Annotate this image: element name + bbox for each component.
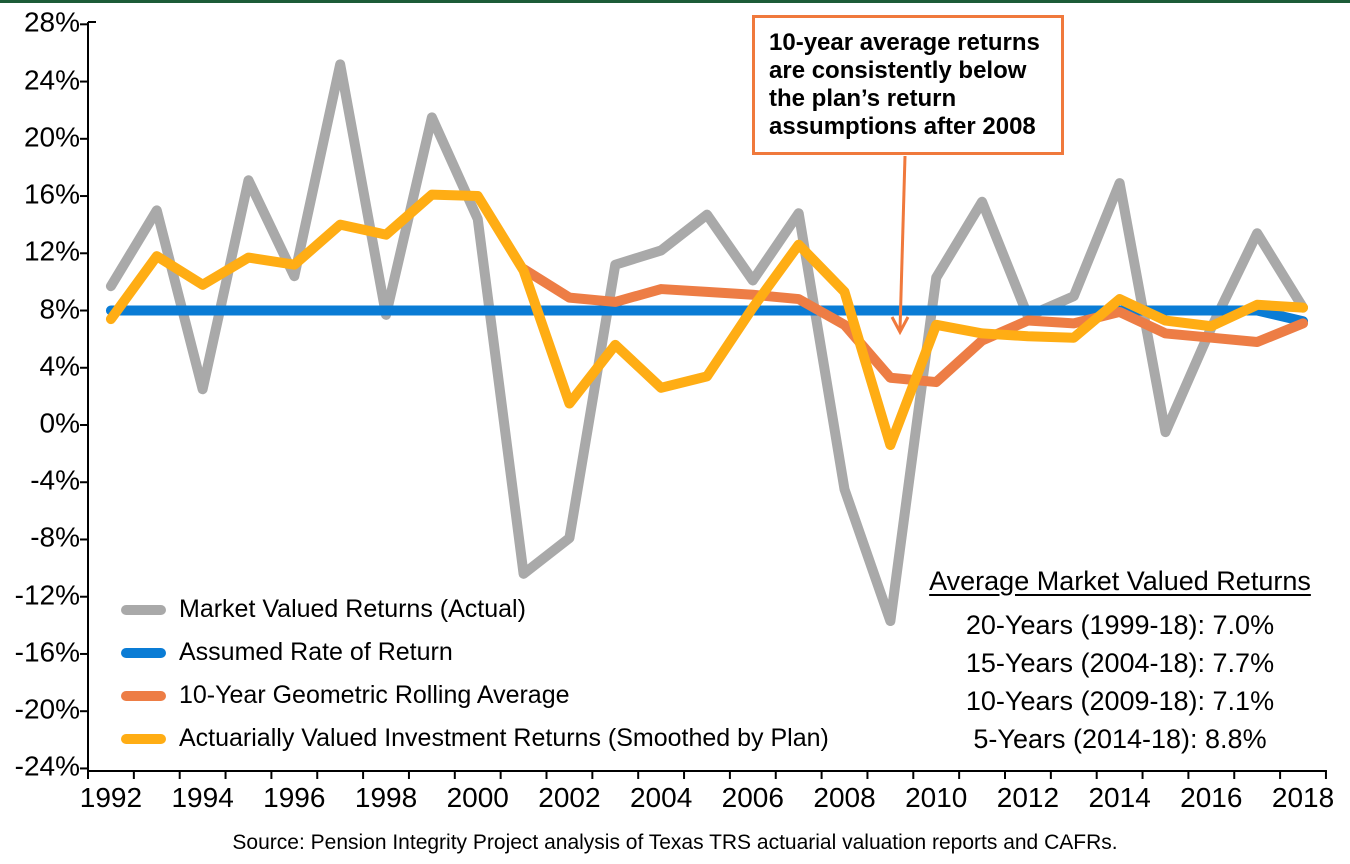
x-tick-label: 1996 bbox=[263, 782, 326, 813]
legend-swatch-icon bbox=[121, 604, 166, 615]
y-tick-label: 20% bbox=[23, 121, 80, 153]
legend-row: 10-Year Geometric Rolling Average bbox=[121, 674, 829, 717]
y-tick-label: 8% bbox=[39, 293, 80, 325]
stats-line: 5-Years (2014-18): 8.8% bbox=[973, 724, 1267, 754]
legend-label: Market Valued Returns (Actual) bbox=[179, 595, 526, 623]
x-tick-label: 2000 bbox=[446, 782, 509, 813]
y-tick-label: 16% bbox=[23, 178, 80, 210]
y-tick-label: 12% bbox=[23, 235, 80, 267]
x-tick-label: 1994 bbox=[171, 782, 234, 813]
top-border bbox=[0, 0, 1350, 3]
x-tick-label: 1992 bbox=[79, 782, 143, 813]
series-line bbox=[105, 189, 1309, 451]
y-tick-label: -16% bbox=[14, 636, 80, 668]
legend-label: 10-Year Geometric Rolling Average bbox=[179, 681, 570, 709]
x-tick-label: 2006 bbox=[721, 782, 784, 813]
annotation-text: 10-year average returns are consistently… bbox=[769, 29, 1040, 141]
x-tick-label: 2016 bbox=[1180, 782, 1243, 813]
legend-label: Actuarially Valued Investment Returns (S… bbox=[179, 724, 829, 752]
annotation-arrow-head bbox=[890, 316, 910, 336]
x-tick-label: 1998 bbox=[354, 782, 418, 813]
average-returns-title: Average Market Valued Returns bbox=[929, 566, 1311, 596]
x-tick-label: 2008 bbox=[813, 782, 876, 813]
x-tick-label: 2010 bbox=[905, 782, 968, 813]
x-tick-label: 2004 bbox=[629, 782, 693, 813]
y-tick-label: -12% bbox=[14, 579, 80, 611]
legend-swatch-icon bbox=[121, 690, 166, 701]
stats-line: 20-Years (1999-18): 7.0% bbox=[965, 610, 1275, 640]
legend-swatch-icon bbox=[121, 733, 166, 744]
y-tick-label: 24% bbox=[23, 64, 80, 96]
source-note: Source: Pension Integrity Project analys… bbox=[232, 831, 1118, 854]
stats-line: 15-Years (2004-18): 7.7% bbox=[965, 648, 1275, 678]
y-tick-label: -8% bbox=[30, 522, 80, 554]
y-tick-label: -24% bbox=[14, 751, 80, 783]
legend-row: Market Valued Returns (Actual) bbox=[121, 588, 829, 631]
y-tick-label: 0% bbox=[39, 407, 80, 439]
x-tick-label: 2012 bbox=[996, 782, 1060, 813]
x-tick-label: 2018 bbox=[1271, 782, 1335, 813]
stats-line: 10-Years (2009-18): 7.1% bbox=[965, 686, 1275, 716]
x-tick-label: 2002 bbox=[538, 782, 601, 813]
y-tick-label: -4% bbox=[30, 464, 80, 496]
average-returns-panel: Average Market Valued Returns 20-Years (… bbox=[890, 566, 1350, 758]
series-line bbox=[105, 59, 1309, 627]
legend-row: Actuarially Valued Investment Returns (S… bbox=[121, 717, 829, 760]
annotation-arrow-line bbox=[898, 155, 907, 331]
legend-row: Assumed Rate of Return bbox=[121, 631, 829, 674]
legend: Market Valued Returns (Actual) Assumed Ra… bbox=[121, 588, 829, 760]
annotation-callout: 10-year average returns are consistently… bbox=[752, 15, 1064, 155]
legend-swatch-icon bbox=[121, 647, 166, 658]
legend-label: Assumed Rate of Return bbox=[179, 638, 453, 666]
y-tick-label: 4% bbox=[39, 350, 80, 382]
y-tick-label: 28% bbox=[23, 7, 80, 39]
y-tick-label: -20% bbox=[14, 693, 80, 725]
average-returns-lines: 20-Years (1999-18): 7.0% 15-Years (2004-1… bbox=[890, 606, 1350, 758]
x-tick-label: 2014 bbox=[1088, 782, 1151, 813]
